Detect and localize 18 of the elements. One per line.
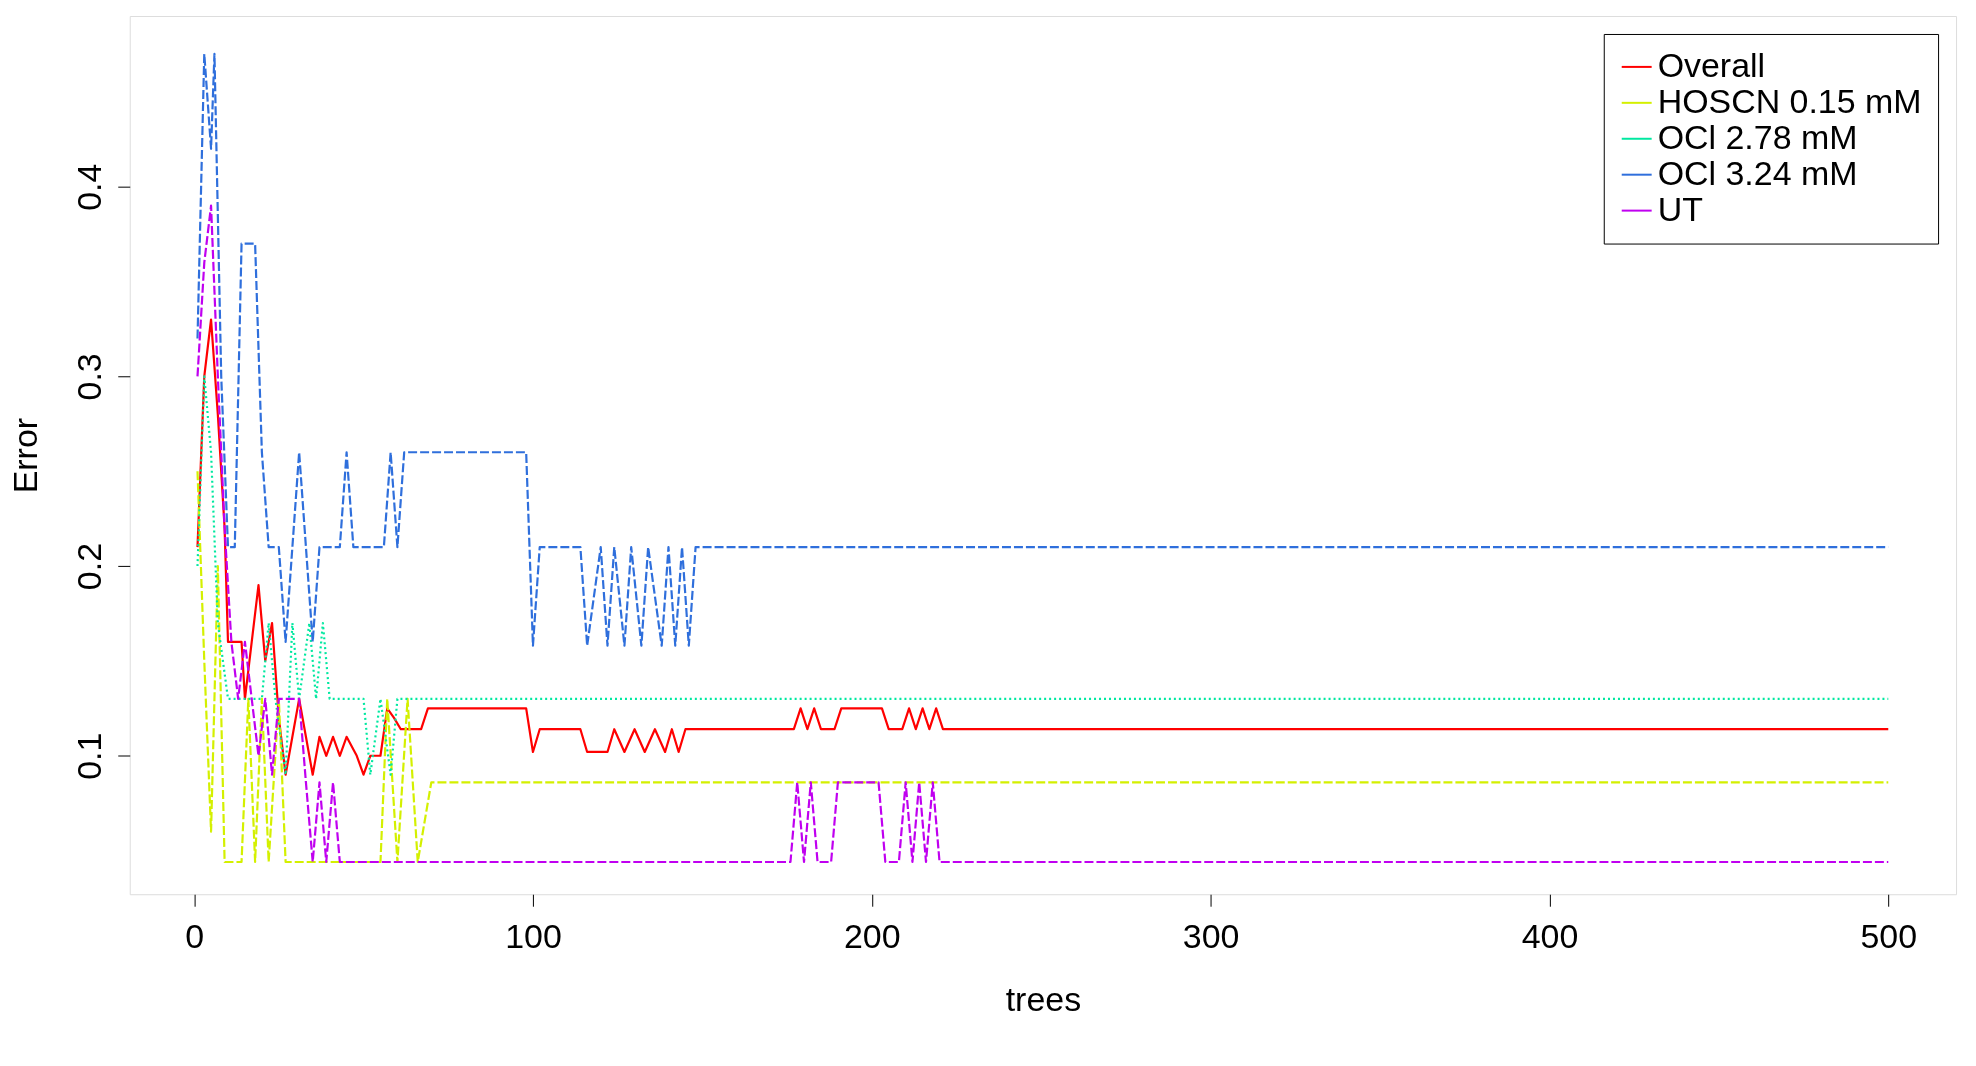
y-tick-label: 0.2 (70, 543, 109, 591)
x-axis-title: trees (1005, 980, 1082, 1019)
y-tick-label: 0.4 (70, 163, 109, 211)
legend-label: HOSCN 0.15 mM (1657, 81, 1922, 120)
x-tick-label: 300 (1182, 916, 1240, 955)
x-tick-label: 200 (843, 916, 901, 955)
y-tick-label: 0.3 (70, 353, 109, 401)
x-tick-label: 0 (185, 916, 205, 955)
x-tick-label: 500 (1860, 916, 1918, 955)
legend-label: UT (1657, 189, 1703, 228)
y-axis-title: Error (6, 417, 45, 494)
x-tick-label: 400 (1521, 916, 1579, 955)
line-series (196, 470, 1890, 864)
x-tick-label: 100 (505, 916, 562, 955)
legend-label: OCl 2.78 mM (1657, 117, 1858, 156)
legend-label: OCl 3.24 mM (1657, 153, 1858, 192)
legend-label: Overall (1657, 45, 1766, 84)
y-tick-label: 0.1 (70, 732, 109, 780)
